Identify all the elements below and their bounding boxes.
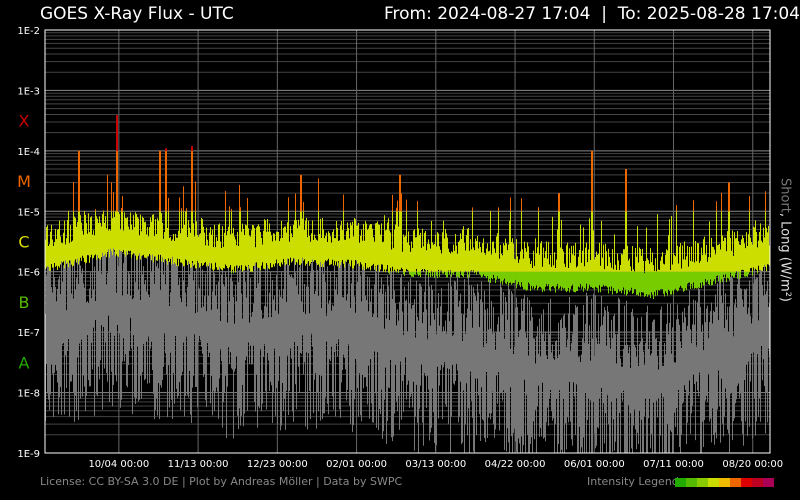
y-label-long: Long (W/m²) (777, 221, 793, 302)
legend-swatch (763, 478, 774, 487)
x-tick-label: 08/20 00:00 (722, 459, 783, 470)
x-tick-label: 03/13 00:00 (405, 459, 466, 470)
y-axis-label: Short, Long (W/m²) (778, 178, 793, 302)
long-flux-series-B (231, 271, 758, 300)
y-tick-label: 1E-7 (17, 328, 40, 339)
y-label-sep: , (777, 212, 793, 222)
intensity-legend-label: Intensity Legend (587, 475, 679, 488)
y-tick-label: 1E-3 (17, 86, 40, 97)
x-tick-label: 11/13 00:00 (168, 459, 229, 470)
y-tick-label: 1E-8 (17, 389, 40, 400)
x-tick-label: 04/22 00:00 (485, 459, 546, 470)
y-tick-label: 1E-4 (17, 147, 40, 158)
legend-swatch (675, 478, 686, 487)
y-tick-label: 1E-6 (17, 268, 40, 279)
x-tick-label: 02/01 00:00 (326, 459, 387, 470)
license-footer: License: CC BY-SA 3.0 DE | Plot by Andre… (40, 475, 403, 488)
legend-swatch (697, 478, 708, 487)
x-tick-label: 10/04 00:00 (88, 459, 149, 470)
intensity-legend (675, 478, 774, 487)
y-tick-label: 1E-5 (17, 207, 40, 218)
to-label: To: (617, 4, 642, 24)
from-value: 2024-08-27 17:04 (437, 4, 591, 24)
x-tick-label: 06/01 00:00 (564, 459, 625, 470)
legend-swatch (686, 478, 697, 487)
x-tick-label: 07/11 00:00 (643, 459, 704, 470)
from-label: From: (383, 4, 432, 24)
class-label-M: M (17, 172, 31, 191)
chart-title: GOES X-Ray Flux - UTC (40, 4, 234, 24)
long-flux-series-X (116, 115, 193, 151)
y-tick-label: 1E-9 (17, 449, 40, 460)
class-label-B: B (19, 293, 30, 312)
x-tick-label: 12/23 00:00 (247, 459, 308, 470)
long-flux-series-M (68, 150, 766, 212)
y-tick-label: 1E-2 (17, 26, 40, 37)
plot-frame (44, 29, 771, 454)
legend-swatch (730, 478, 741, 487)
legend-swatch (752, 478, 763, 487)
to-value: 2025-08-28 17:04 (646, 4, 800, 24)
legend-swatch (741, 478, 752, 487)
time-range: From: 2024-08-27 17:04 | To: 2025-08-28 … (383, 4, 800, 24)
class-label-C: C (18, 233, 29, 252)
class-label-A: A (19, 353, 30, 372)
legend-swatch (708, 478, 719, 487)
class-label-X: X (19, 112, 30, 131)
legend-swatch (719, 478, 730, 487)
y-label-short: Short (777, 178, 793, 213)
